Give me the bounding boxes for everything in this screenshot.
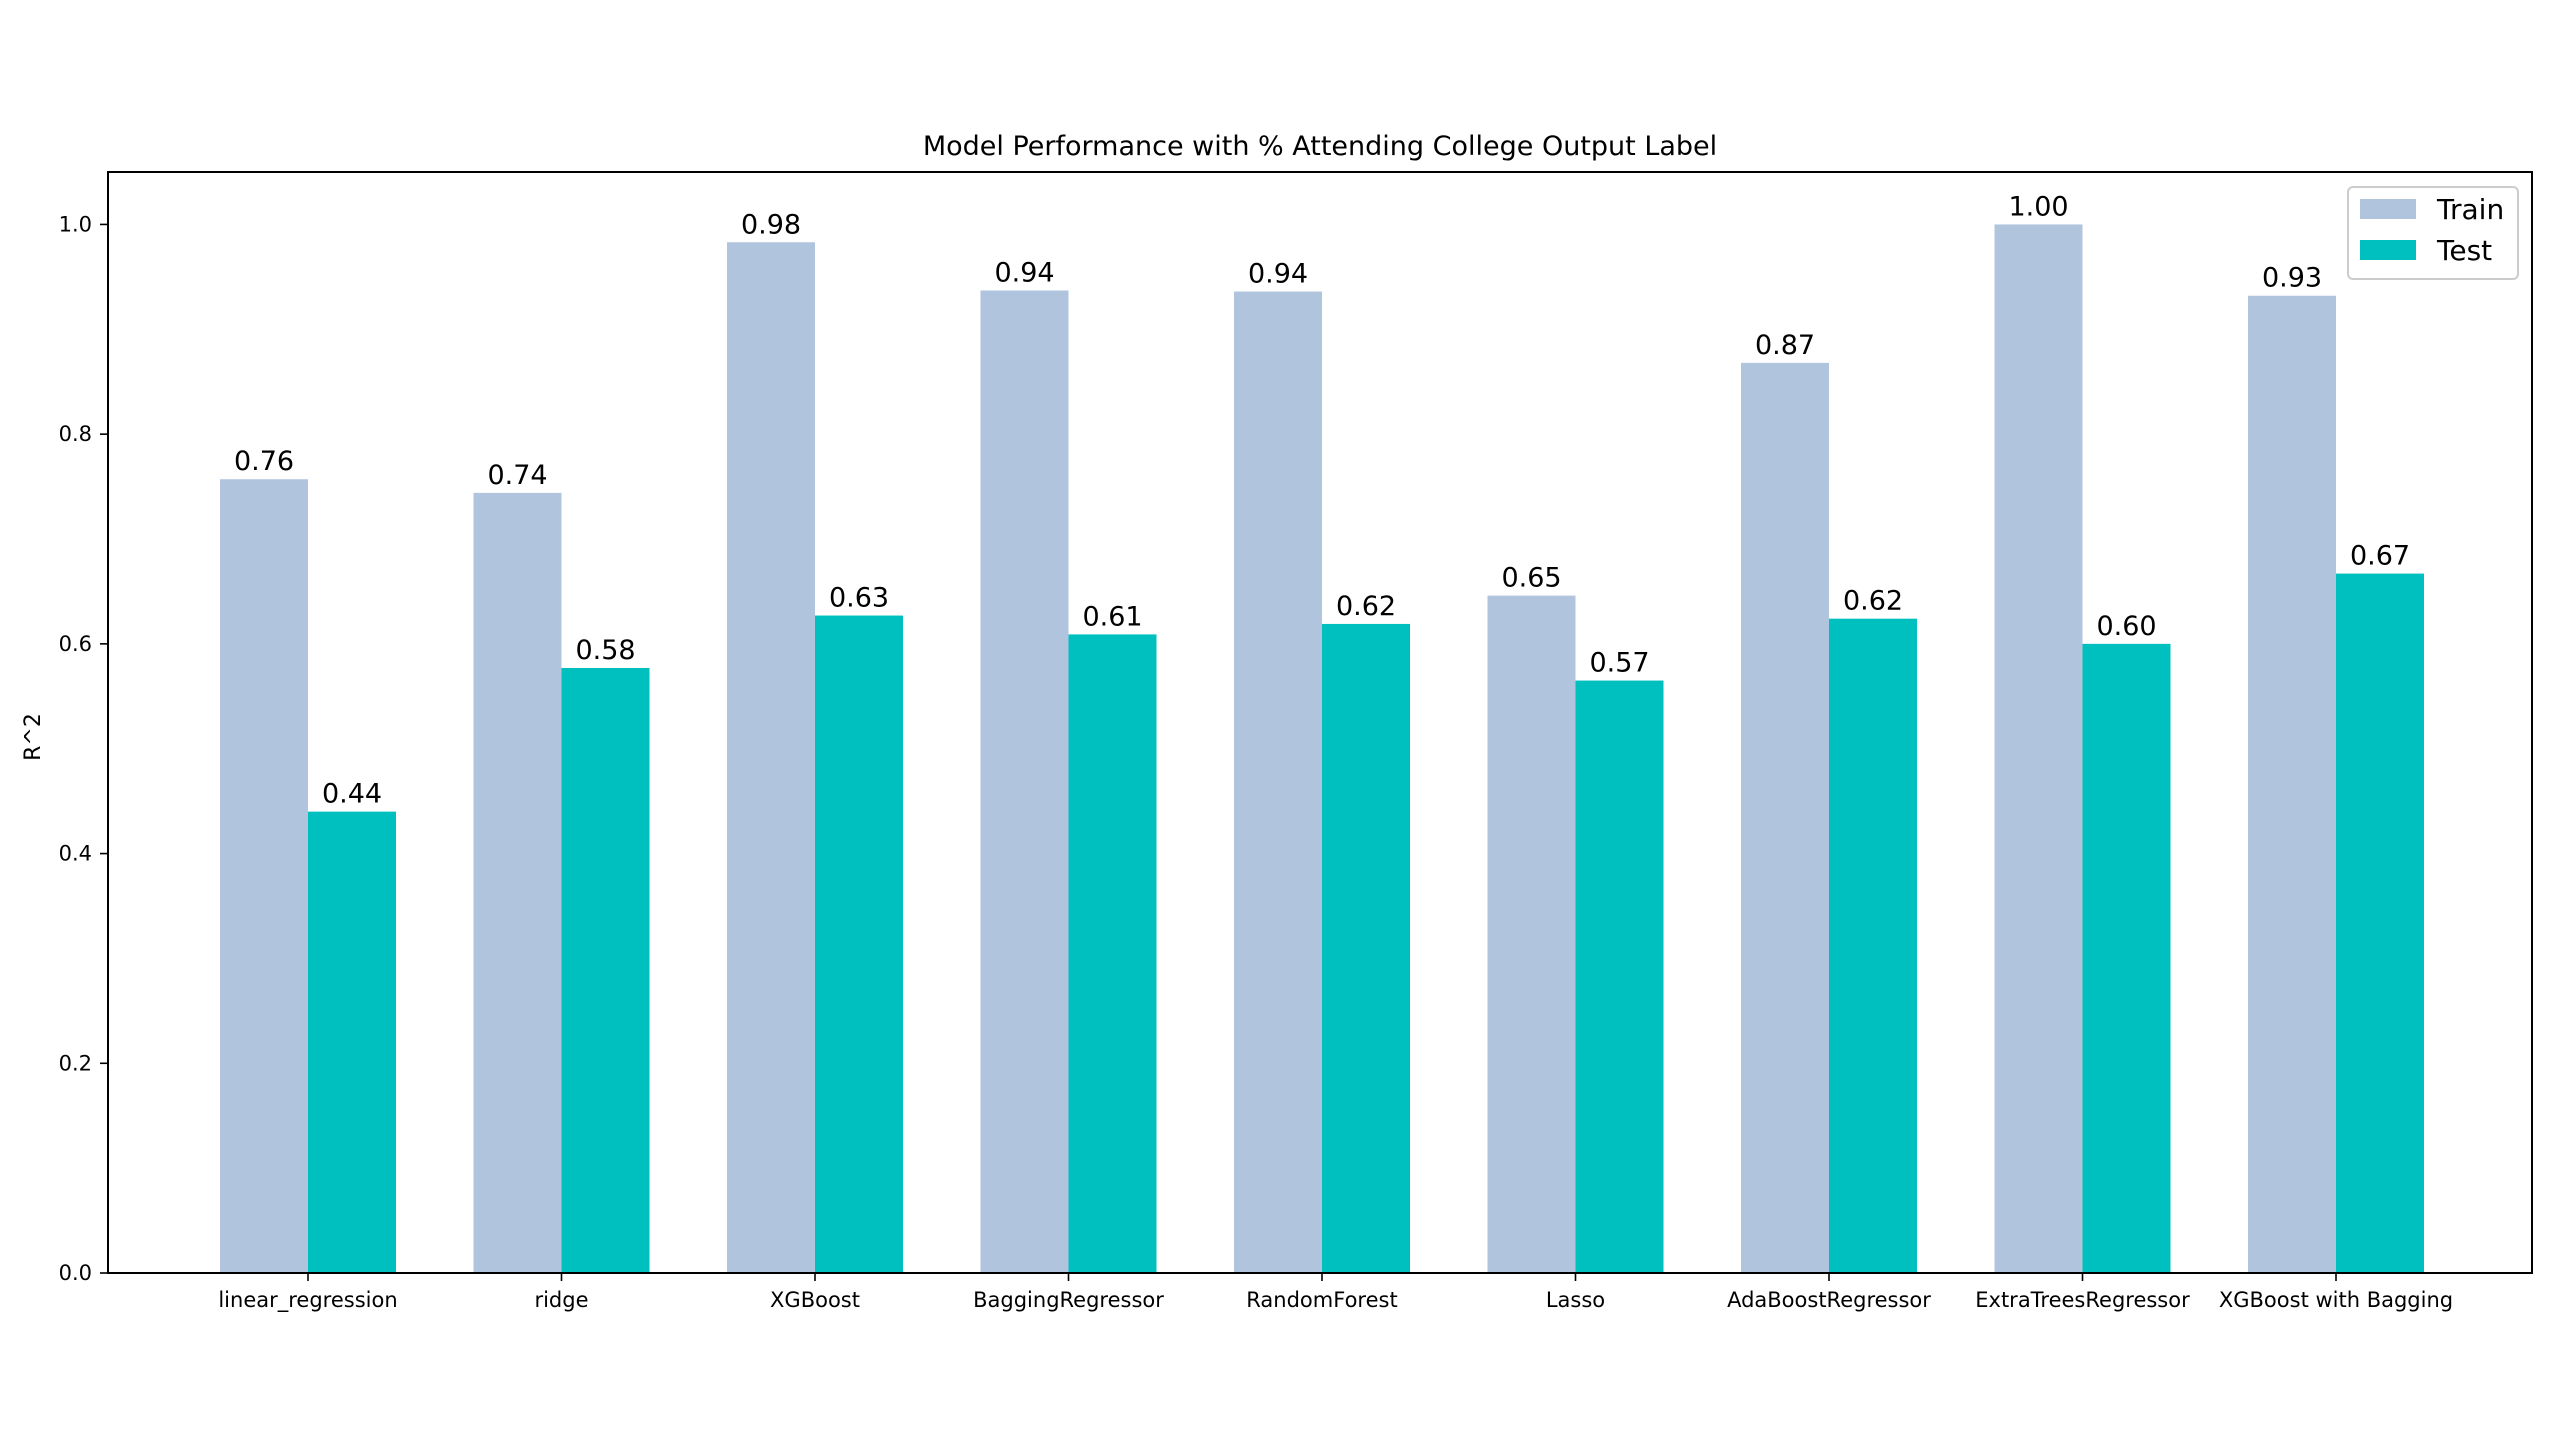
x-tick-label: ridge: [534, 1288, 588, 1312]
data-label: 0.65: [1501, 563, 1561, 594]
y-tick-label: 1.0: [59, 212, 92, 236]
y-axis-label: R^2: [21, 713, 46, 761]
x-tick-label: XGBoost: [770, 1288, 860, 1312]
legend-label-train: Train: [2436, 193, 2504, 226]
bar-test: [2336, 573, 2424, 1273]
data-label: 0.67: [2350, 541, 2410, 572]
x-tick-label: linear_regression: [218, 1288, 397, 1313]
bar-test: [1575, 680, 1664, 1273]
bar-test: [2082, 643, 2171, 1273]
bar-train: [2248, 295, 2336, 1273]
bar-test: [1068, 634, 1157, 1273]
data-label: 0.94: [1248, 259, 1308, 290]
bar-test: [815, 615, 903, 1273]
bar-test: [1322, 623, 1410, 1273]
bar-train: [980, 290, 1069, 1273]
x-tick-label: RandomForest: [1246, 1288, 1397, 1312]
bar-train: [1487, 595, 1576, 1273]
legend-swatch-test: [2360, 240, 2416, 260]
x-tick-label: BaggingRegressor: [973, 1288, 1164, 1312]
y-tick-label: 0.6: [59, 632, 92, 656]
data-label: 0.58: [575, 635, 635, 666]
legend-label-test: Test: [2436, 234, 2492, 267]
data-label: 0.76: [234, 446, 294, 477]
chart-title: Model Performance with % Attending Colle…: [923, 131, 1717, 162]
bar-train: [727, 242, 815, 1274]
bar-train: [473, 492, 562, 1273]
data-label: 0.63: [829, 583, 889, 614]
bar-train: [1994, 224, 2083, 1273]
bar-test: [561, 667, 650, 1273]
y-tick-label: 0.8: [59, 422, 92, 446]
x-tick-label: ExtraTreesRegressor: [1975, 1288, 2190, 1312]
plot-area: 0.76 0.44 linear_regression 0.74 0.58 ridge 0.…: [59, 171, 2533, 1313]
x-tick-label: AdaBoostRegressor: [1727, 1288, 1931, 1312]
data-label: 0.61: [1082, 601, 1142, 632]
y-tick-label: 0.4: [59, 842, 92, 866]
bar-test: [1829, 618, 1917, 1273]
bar-train: [220, 479, 308, 1273]
plot-frame: [107, 171, 2533, 1274]
bar-train: [1234, 291, 1322, 1274]
data-label: 0.74: [487, 460, 547, 491]
data-label: 0.60: [2096, 611, 2156, 642]
data-label: 0.94: [994, 257, 1054, 288]
data-label: 1.00: [2008, 191, 2068, 222]
data-label: 0.62: [1843, 586, 1903, 617]
legend-swatch-train: [2360, 199, 2416, 219]
bar-train: [1741, 362, 1829, 1274]
data-label: 0.44: [322, 779, 382, 810]
data-label: 0.62: [1336, 591, 1396, 622]
data-label: 0.57: [1589, 648, 1649, 679]
data-label: 0.87: [1755, 330, 1815, 361]
y-tick-label: 0.2: [59, 1051, 92, 1075]
x-tick-label: Lasso: [1546, 1288, 1605, 1312]
x-tick-label: XGBoost with Bagging: [2219, 1288, 2453, 1312]
data-label: 0.98: [741, 209, 801, 240]
y-tick-label: 0.0: [59, 1261, 92, 1285]
bar-test: [308, 811, 396, 1273]
data-label: 0.93: [2262, 263, 2322, 294]
